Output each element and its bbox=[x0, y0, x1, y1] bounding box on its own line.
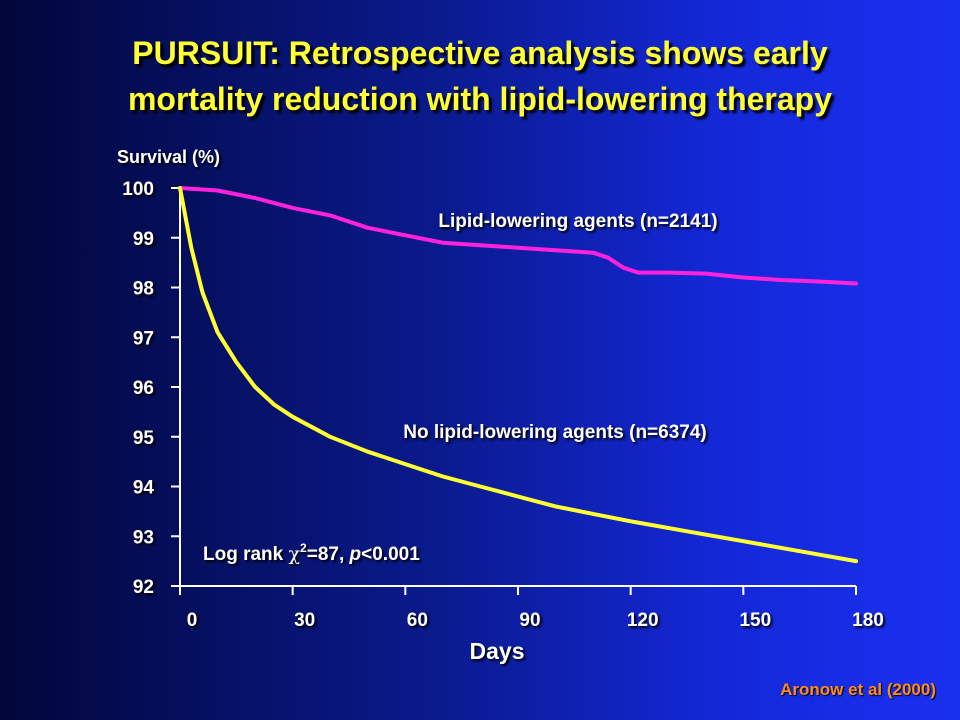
series-line-lipid-lowering bbox=[178, 186, 858, 286]
log-rank-annotation: Log rank χ2=87, p<0.001 bbox=[203, 541, 420, 565]
chart-axes bbox=[171, 187, 857, 595]
series-point bbox=[705, 273, 707, 275]
series-point bbox=[667, 272, 669, 274]
series-point bbox=[592, 513, 594, 515]
series-point bbox=[780, 279, 782, 281]
annotation-mid: =87, bbox=[307, 544, 350, 565]
series-point bbox=[217, 189, 219, 192]
x-tick-label: 180 bbox=[852, 610, 884, 631]
series-point bbox=[479, 244, 481, 246]
series-label-no-lipid: No lipid-lowering agents (n=6374) bbox=[403, 422, 707, 443]
series-point bbox=[555, 249, 557, 251]
series-line-no-lipid-lowering bbox=[178, 186, 858, 564]
slide-title: PURSUIT: Retrospective analysis shows ea… bbox=[0, 30, 960, 122]
y-tick-labels: 92 93 94 95 96 97 98 99 100 bbox=[122, 179, 154, 598]
series-point bbox=[855, 282, 857, 285]
series-point bbox=[637, 272, 639, 274]
series-point bbox=[742, 540, 744, 542]
series-point bbox=[292, 207, 294, 209]
series-point bbox=[201, 291, 204, 294]
series-point bbox=[555, 505, 557, 507]
title-line-2: mortality reduction with lipid-lowering … bbox=[127, 81, 833, 117]
annotation-exponent: 2 bbox=[300, 541, 307, 555]
x-tick-label: 30 bbox=[294, 610, 315, 631]
series-point bbox=[190, 247, 192, 249]
annotation-prefix: Log rank bbox=[203, 544, 289, 565]
series-point bbox=[235, 361, 237, 363]
citation: Aronow et al (2000) bbox=[780, 680, 936, 699]
title-line-1: PURSUIT: Retrospective analysis shows ea… bbox=[132, 35, 828, 71]
series-point bbox=[442, 242, 444, 244]
series-label-lipid: Lipid-lowering agents (n=2141) bbox=[438, 211, 717, 232]
y-tick-label: 93 bbox=[133, 527, 154, 548]
annotation-suffix: <0.001 bbox=[361, 544, 420, 565]
series-point bbox=[442, 475, 444, 478]
series-point bbox=[479, 485, 481, 488]
series-point bbox=[273, 403, 275, 405]
series-point bbox=[686, 530, 688, 532]
y-tick-label: 97 bbox=[133, 328, 154, 349]
series-point bbox=[367, 451, 369, 453]
series-point bbox=[817, 280, 820, 283]
x-tick-labels: 0 30 60 90 120 150 180 bbox=[187, 610, 884, 631]
x-tick-label: 120 bbox=[627, 610, 659, 631]
y-tick-label: 95 bbox=[133, 428, 155, 449]
series-point bbox=[217, 331, 219, 333]
chart-series bbox=[178, 186, 858, 564]
x-tick-label: 60 bbox=[407, 610, 428, 631]
series-point bbox=[329, 436, 331, 438]
series-point bbox=[799, 550, 801, 552]
series-point bbox=[254, 386, 256, 388]
series-point bbox=[367, 227, 369, 229]
series-point bbox=[254, 197, 256, 199]
series-point bbox=[404, 234, 406, 236]
series-point bbox=[630, 520, 632, 522]
y-tick-label: 94 bbox=[133, 478, 155, 499]
series-point bbox=[179, 187, 181, 189]
series-point bbox=[404, 463, 406, 465]
x-tick-label: 150 bbox=[739, 610, 771, 631]
annotation-chi: χ bbox=[289, 543, 301, 565]
y-tick-label: 92 bbox=[133, 577, 154, 598]
y-axis-label: Survival (%) bbox=[117, 147, 220, 167]
series-point bbox=[329, 214, 331, 216]
series-point bbox=[292, 416, 294, 418]
y-tick-label: 99 bbox=[133, 229, 154, 250]
x-tick-label: 0 bbox=[187, 610, 198, 631]
y-tick-label: 96 bbox=[133, 378, 154, 399]
x-tick-label: 90 bbox=[519, 610, 540, 631]
series-point bbox=[517, 495, 519, 498]
series-point bbox=[855, 560, 857, 562]
series-point bbox=[742, 276, 744, 279]
series-point bbox=[517, 247, 519, 249]
series-point bbox=[622, 267, 624, 269]
annotation-p: p bbox=[349, 544, 362, 565]
x-axis-label: Days bbox=[470, 638, 525, 664]
y-tick-label: 100 bbox=[122, 179, 154, 200]
series-point bbox=[607, 257, 609, 259]
series-point bbox=[592, 252, 594, 254]
y-tick-label: 98 bbox=[133, 279, 154, 300]
